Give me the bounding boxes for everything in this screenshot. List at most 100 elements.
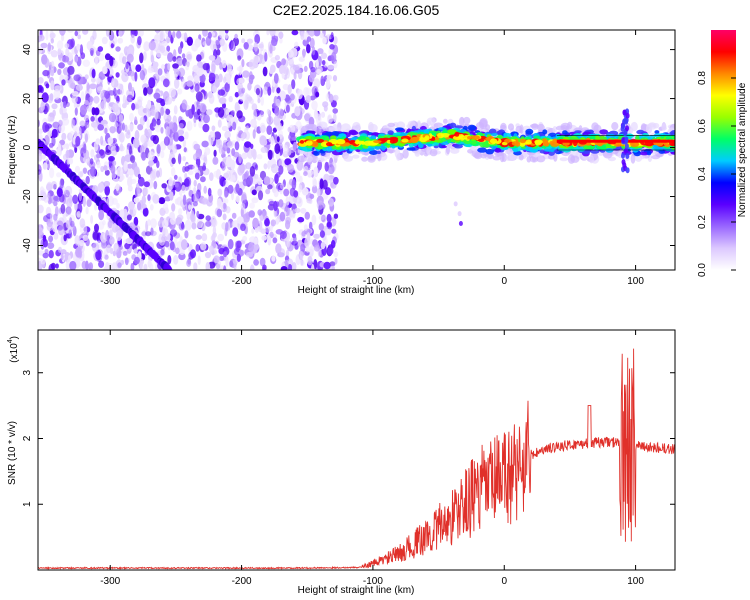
- heatmap-band-halo: [305, 155, 313, 163]
- heatmap-noise-cell: [308, 221, 313, 231]
- heatmap-noise-cell: [333, 113, 337, 122]
- heatmap-noise-cell: [133, 141, 140, 148]
- heatmap-noise-cell: [297, 216, 305, 223]
- heatmap-noise-cell: [202, 30, 208, 37]
- heatmap-noise-cell: [97, 182, 105, 193]
- heatmap-noise-cell: [167, 62, 171, 71]
- heatmap-noise-cell: [86, 40, 93, 51]
- heatmap-noise-cell: [262, 66, 268, 77]
- heatmap-band-cell: [437, 132, 445, 139]
- heatmap-spike-cell: [625, 125, 629, 132]
- heatmap-noise-cell: [145, 107, 151, 118]
- heatmap-noise-cell: [195, 244, 200, 252]
- heatmap-noise-cell: [126, 53, 134, 63]
- heatmap-noise-cell: [177, 88, 183, 95]
- heatmap-noise-cell: [192, 163, 198, 173]
- heatmap-noise-cell: [172, 56, 177, 62]
- heatmap-noise-cell: [311, 185, 318, 194]
- heatmap-noise-cell: [45, 83, 50, 89]
- heatmap-noise-cell: [323, 261, 331, 270]
- heatmap-band-cell: [367, 147, 375, 151]
- heatmap-noise-cell: [86, 105, 93, 112]
- heatmap-noise-cell: [84, 100, 89, 106]
- heatmap-noise-cell: [193, 179, 197, 187]
- heatmap-noise-cell: [147, 140, 155, 147]
- heatmap-noise-cell: [237, 165, 244, 176]
- heatmap-noise-cell: [311, 214, 317, 226]
- heatmap-noise-cell: [42, 69, 50, 77]
- heatmap-noise-cell: [313, 259, 318, 270]
- heatmap-spike-cell: [621, 123, 626, 129]
- heatmap-noise-cell: [124, 154, 132, 163]
- heatmap-noise-cell: [157, 68, 163, 76]
- heatmap-noise-cell: [83, 114, 89, 121]
- heatmap-noise-cell: [178, 252, 186, 261]
- heatmap-noise-cell: [257, 190, 264, 201]
- heatmap-noise-cell: [294, 207, 301, 214]
- heatmap-noise-cell: [48, 250, 54, 259]
- heatmap-noise-cell: [189, 213, 196, 222]
- heatmap-band-cell: [640, 151, 649, 156]
- heatmap-band-cell: [395, 127, 404, 131]
- heatmap-noise-cell: [282, 144, 289, 155]
- heatmap-noise-cell: [82, 167, 88, 174]
- heatmap-noise-cell: [268, 115, 272, 123]
- heatmap-noise-cell: [245, 125, 249, 131]
- heatmap-noise-cell: [312, 176, 317, 188]
- heatmap-noise-cell: [111, 77, 115, 87]
- heatmap-noise-cell: [73, 74, 81, 82]
- heatmap-band-cell: [449, 122, 457, 129]
- heatmap-noise-cell: [236, 253, 241, 262]
- heatmap-band-halo: [518, 154, 524, 161]
- heatmap-noise-cell: [205, 215, 211, 222]
- snr-y-axis-label: SNR (10 * v/v): [7, 421, 18, 485]
- heatmap-noise-cell: [322, 179, 328, 190]
- heatmap-noise-cell: [94, 55, 98, 65]
- heatmap-noise-cell: [100, 100, 107, 111]
- heatmap-noise-cell: [291, 262, 297, 270]
- heatmap-noise-cell: [252, 60, 259, 69]
- heatmap-noise-cell: [104, 53, 111, 61]
- heatmap-noise-cell: [328, 116, 333, 123]
- snr-x-axis-label: Height of straight line (km): [298, 585, 415, 596]
- heatmap-noise-cell: [299, 175, 303, 184]
- heatmap-noise-cell: [40, 101, 45, 112]
- heatmap-band-cell: [524, 145, 533, 152]
- heatmap-noise-cell: [243, 42, 249, 50]
- heatmap-band-halo: [352, 154, 360, 159]
- heatmap-noise-cell: [90, 50, 94, 56]
- heatmap-noise-cell: [273, 188, 279, 198]
- heatmap-noise-cell: [273, 73, 279, 84]
- heatmap-noise-cell: [239, 93, 247, 102]
- heatmap-noise-cell: [214, 78, 220, 88]
- snr-multiplier-label: (x104): [7, 336, 20, 363]
- heatmap-noise-cell: [313, 30, 321, 37]
- heatmap-noise-cell: [160, 235, 168, 242]
- heatmap-noise-cell: [153, 92, 161, 100]
- heatmap-noise-cell: [329, 44, 335, 50]
- heatmap-noise-cell: [279, 211, 286, 222]
- heatmap-noise-cell: [173, 132, 180, 142]
- heatmap-band-halo: [630, 121, 638, 132]
- heatmap-noise-cell: [72, 194, 79, 204]
- heatmap-noise-cell: [173, 174, 178, 180]
- heatmap-noise-cell: [95, 138, 101, 145]
- heatmap-noise-cell: [178, 135, 185, 142]
- heatmap-noise-cell: [174, 198, 179, 205]
- heatmap-noise-cell: [171, 167, 176, 177]
- heatmap-noise-cell: [261, 235, 268, 241]
- heatmap-noise-cell: [285, 104, 290, 113]
- colorbar-tick-label: 0.2: [697, 215, 708, 229]
- heatmap-band-halo: [443, 118, 448, 124]
- heatmap-noise-cell: [176, 30, 182, 39]
- heatmap-spike-cell: [625, 167, 630, 174]
- heatmap-noise-cell: [104, 169, 110, 176]
- heatmap-noise-cell: [91, 77, 96, 83]
- heatmap-noise-cell: [219, 97, 227, 105]
- heatmap-streak-cell: [166, 266, 173, 270]
- heatmap-noise-cell: [326, 74, 333, 80]
- heatmap-noise-cell: [139, 70, 146, 81]
- heatmap-noise-cell: [114, 93, 118, 100]
- heatmap-noise-cell: [144, 128, 148, 136]
- heatmap-noise-cell: [101, 36, 108, 45]
